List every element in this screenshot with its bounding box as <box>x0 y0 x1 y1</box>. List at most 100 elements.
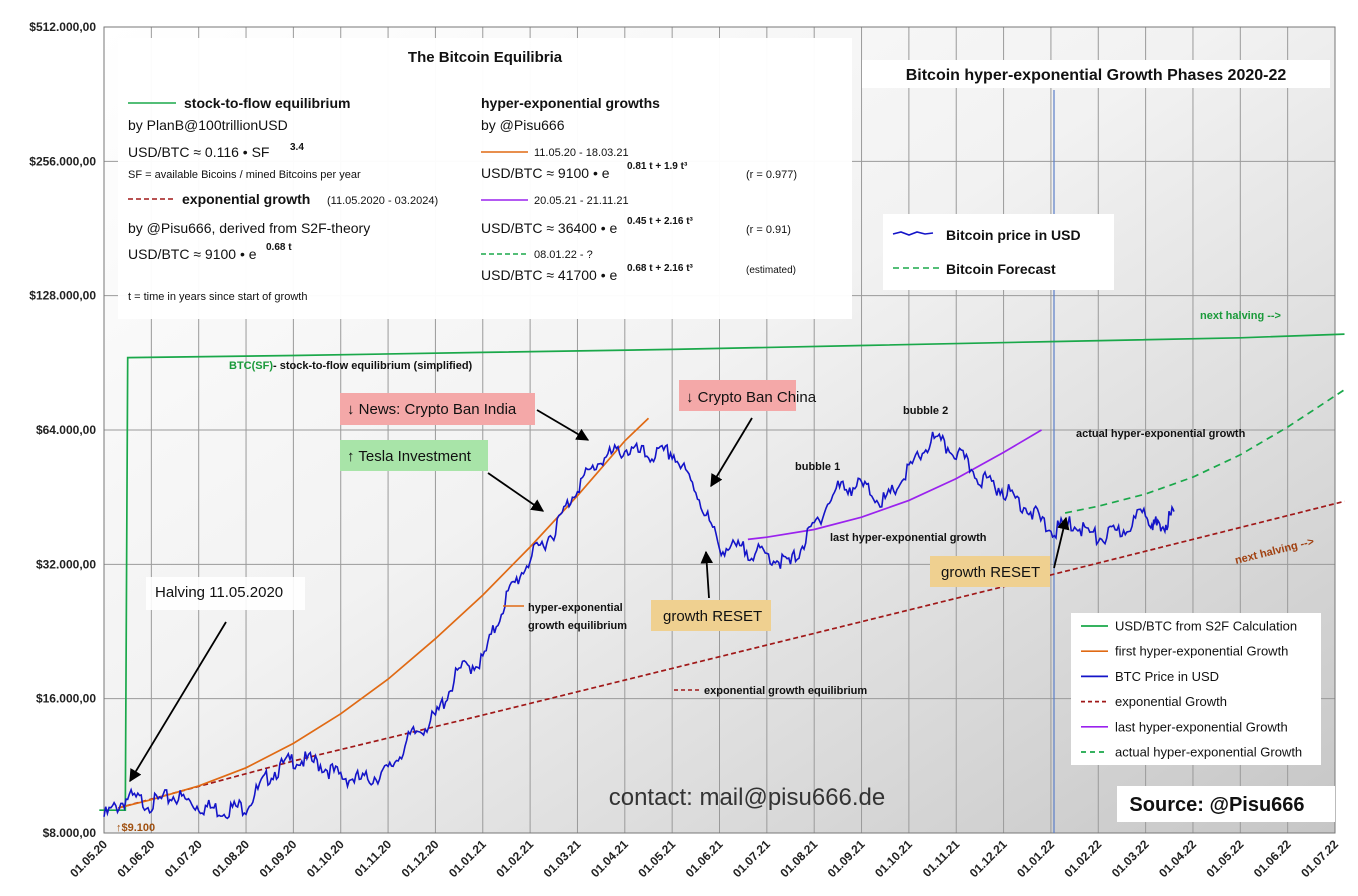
y-tick-label: $128.000,00 <box>29 289 96 303</box>
exp-range: (11.05.2020 - 03.2024) <box>327 195 438 207</box>
series-line-usd-btc-from-s2f-calculation <box>99 333 1345 812</box>
y-tick-label: $32.000,00 <box>36 557 96 571</box>
series-line-exponential-growth <box>117 500 1345 809</box>
t-note: t = time in years since start of growth <box>128 291 307 303</box>
x-tick-label: 01.06.20 <box>115 837 158 880</box>
x-tick-label: 01.07.22 <box>1298 837 1341 880</box>
sf-title: stock-to-flow equilibrium <box>184 95 350 111</box>
legend-entry: first hyper-exponential Growth <box>1115 644 1288 659</box>
plot-border <box>103 26 1336 834</box>
x-tick-label: 01.10.20 <box>304 837 347 880</box>
x-tick-label: 01.05.21 <box>635 837 678 880</box>
x-tick-label: 01.06.21 <box>683 837 726 880</box>
actual-hyper-label: actual hyper-exponential growth <box>1076 428 1246 440</box>
h2-exponent: 0.45 t + 2.16 t³ <box>627 216 694 227</box>
ban-china-label: ↓ Crypto Ban China <box>686 389 817 406</box>
y-tick-label: $64.000,00 <box>36 423 96 437</box>
exp-by: by @Pisu666, derived from S2F-theory <box>128 220 370 236</box>
legend-entry: actual hyper-exponential Growth <box>1115 745 1302 760</box>
exp-exponent: 0.68 t <box>266 242 292 253</box>
h3-r: (estimated) <box>746 265 796 276</box>
tesla-label: ↑ Tesla Investment <box>347 448 472 465</box>
sf-by: by PlanB@100trillionUSD <box>128 117 288 133</box>
reset1-label: growth RESET <box>663 608 762 625</box>
x-tick-label: 01.10.21 <box>872 837 915 880</box>
x-tick-label: 01.05.22 <box>1203 837 1246 880</box>
bubble1-label: bubble 1 <box>795 461 840 473</box>
hyper-title: hyper-exponential growths <box>481 95 660 111</box>
x-tick-label: 01.07.21 <box>730 837 773 880</box>
legend-entry: USD/BTC from S2F Calculation <box>1115 619 1297 634</box>
callout-arrows <box>129 409 1070 783</box>
x-tick-label: 01.04.21 <box>588 837 631 880</box>
sf-exponent: 3.4 <box>290 142 304 153</box>
h3-formula: USD/BTC ≈ 41700 • e <box>481 267 618 283</box>
h2-r: (r = 0.91) <box>746 224 791 236</box>
x-tick-label: 01.01.22 <box>1014 837 1057 880</box>
hyper-by: by @Pisu666 <box>481 117 565 133</box>
series-line-actual-hyper-exponential-growth <box>1064 388 1345 514</box>
x-tick-label: 01.11.20 <box>352 837 395 880</box>
series-line-first-hyper-exponential-growth <box>117 417 650 809</box>
x-axis-ticks: 01.05.20 01.06.20 01.07.20 01.08.20 01.09.20… <box>67 837 1341 880</box>
legend-entry: exponential Growth <box>1115 694 1227 709</box>
last-hyper-label: last hyper-exponential growth <box>830 532 987 544</box>
exp-title: exponential growth <box>182 191 310 207</box>
bubble2-label: bubble 2 <box>903 405 948 417</box>
x-tick-label: 01.01.21 <box>446 837 489 880</box>
x-tick-label: 01.08.20 <box>209 837 252 880</box>
chart-title: Bitcoin hyper-exponential Growth Phases … <box>906 67 1287 84</box>
x-tick-label: 01.05.20 <box>67 837 110 880</box>
y-tick-label: $256.000,00 <box>29 154 96 168</box>
series-line-last-hyper-exponential-growth <box>747 429 1042 541</box>
x-tick-label: 01.04.22 <box>1156 837 1199 880</box>
h2-formula: USD/BTC ≈ 36400 • e <box>481 220 618 236</box>
sf-note: SF = available Bicoins / mined Bitcoins … <box>128 169 361 181</box>
legend-top: Bitcoin price in USD Bitcoin Forecast <box>883 214 1114 290</box>
x-tick-label: 01.09.20 <box>257 837 300 880</box>
h3-range: 08.01.22 - ? <box>534 249 593 261</box>
contact-label: contact: mail@pisu666.de <box>609 784 886 811</box>
h1-exponent: 0.81 t + 1.9 t³ <box>627 161 688 172</box>
next-halving-label-sf: next halving --> <box>1200 310 1281 322</box>
x-tick-label: 01.02.22 <box>1061 837 1104 880</box>
legend-entry: last hyper-exponential Growth <box>1115 719 1288 734</box>
series-line-btc-price-in-usd <box>103 431 1175 820</box>
btc-sf-desc: - stock-to-flow equilibrium (simplified) <box>273 360 473 372</box>
hyper-eq-label-1: hyper-exponential <box>528 602 623 614</box>
h2-range: 20.05.21 - 21.11.21 <box>534 195 629 207</box>
y-axis-ticks: $512.000,00 $256.000,00 $128.000,00 $64.000… <box>29 20 96 840</box>
legend-entry: BTC Price in USD <box>1115 669 1219 684</box>
legend-forecast: Bitcoin Forecast <box>946 261 1056 277</box>
legend-bottom: USD/BTC from S2F Calculation first hyper-… <box>1071 613 1321 765</box>
exp-formula: USD/BTC ≈ 9100 • e <box>128 246 257 262</box>
btc-sf-label: BTC(SF) <box>229 360 273 372</box>
x-tick-label: 01.12.21 <box>967 837 1010 880</box>
x-tick-label: 01.12.20 <box>399 837 442 880</box>
series-layer <box>99 333 1345 820</box>
y-tick-label: $8.000,00 <box>43 826 97 840</box>
h1-formula: USD/BTC ≈ 9100 • e <box>481 165 610 181</box>
hyper-eq-label-2: growth equilibrium <box>528 620 627 632</box>
y-tick-label: $512.000,00 <box>29 20 96 34</box>
x-tick-label: 01.08.21 <box>777 837 820 880</box>
price-start-label: ↑$9.100 <box>116 822 155 834</box>
x-tick-label: 01.02.21 <box>493 837 536 880</box>
sf-formula: USD/BTC ≈ 0.116 • SF <box>128 144 269 160</box>
source-label: Source: @Pisu666 <box>1129 794 1304 816</box>
h1-range: 11.05.20 - 18.03.21 <box>534 147 629 159</box>
h1-r: (r = 0.977) <box>746 169 797 181</box>
equilibria-info-box: The Bitcoin Equilibria stock-to-flow equ… <box>118 38 852 319</box>
reset2-label: growth RESET <box>941 564 1040 581</box>
info-box-title: The Bitcoin Equilibria <box>408 49 563 66</box>
x-tick-label: 01.03.22 <box>1109 837 1152 880</box>
legend-price: Bitcoin price in USD <box>946 227 1081 243</box>
x-tick-label: 01.07.20 <box>162 837 205 880</box>
y-tick-label: $16.000,00 <box>36 692 96 706</box>
news-india-label: ↓ News: Crypto Ban India <box>347 401 517 418</box>
exp-eq-label: exponential growth equilibrium <box>704 685 867 697</box>
h3-exponent: 0.68 t + 2.16 t³ <box>627 263 694 274</box>
x-tick-label: 01.03.21 <box>541 837 584 880</box>
x-tick-label: 01.06.22 <box>1251 837 1294 880</box>
